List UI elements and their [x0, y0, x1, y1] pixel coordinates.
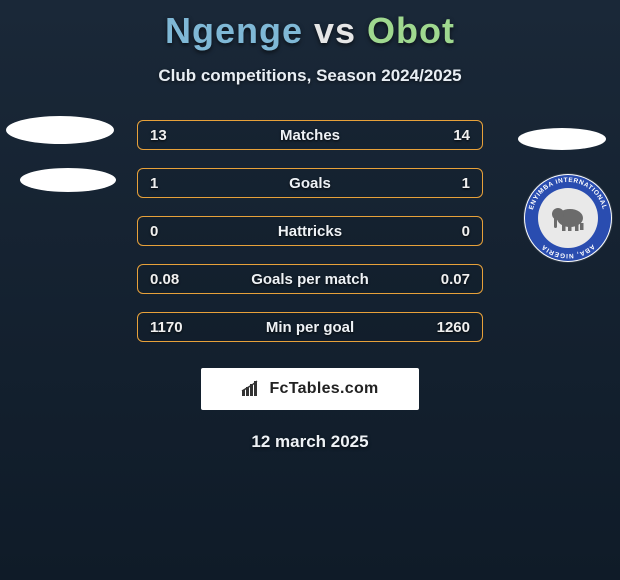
stat-right-value: 0	[426, 223, 470, 240]
stat-row: 13Matches14	[137, 120, 483, 150]
player2-club-crest: ENYIMBA INTERNATIONAL ABA, NIGERIA	[524, 174, 612, 262]
stat-label: Matches	[194, 127, 426, 144]
player2-badge-group: ENYIMBA INTERNATIONAL ABA, NIGERIA	[518, 128, 612, 262]
stat-right-value: 0.07	[426, 271, 470, 288]
stat-right-value: 14	[426, 127, 470, 144]
player1-name: Ngenge	[165, 10, 303, 51]
brand-box[interactable]: FcTables.com	[201, 368, 419, 410]
player1-badge-group	[6, 116, 116, 192]
bar-chart-icon	[241, 380, 263, 398]
stat-label: Min per goal	[194, 319, 426, 336]
stat-row: 0.08Goals per match0.07	[137, 264, 483, 294]
player2-name: Obot	[367, 10, 455, 51]
stat-row: 0Hattricks0	[137, 216, 483, 246]
stat-row: 1170Min per goal1260	[137, 312, 483, 342]
brand-text: FcTables.com	[269, 380, 378, 398]
stat-right-value: 1	[426, 175, 470, 192]
player1-club-placeholder	[20, 168, 116, 192]
stat-right-value: 1260	[426, 319, 470, 336]
stat-left-value: 1	[150, 175, 194, 192]
stat-row: 1Goals1	[137, 168, 483, 198]
date: 12 march 2025	[0, 432, 620, 452]
vs-separator: vs	[314, 10, 356, 51]
subtitle: Club competitions, Season 2024/2025	[0, 66, 620, 86]
stat-label: Goals	[194, 175, 426, 192]
stat-left-value: 1170	[150, 319, 194, 336]
stat-left-value: 13	[150, 127, 194, 144]
crest-ring: ENYIMBA INTERNATIONAL ABA, NIGERIA	[524, 174, 612, 262]
player2-badge-placeholder	[518, 128, 606, 150]
player1-badge-placeholder	[6, 116, 114, 144]
stat-left-value: 0	[150, 223, 194, 240]
stat-label: Hattricks	[194, 223, 426, 240]
page-title: Ngenge vs Obot	[0, 0, 620, 52]
stat-label: Goals per match	[194, 271, 426, 288]
stat-left-value: 0.08	[150, 271, 194, 288]
